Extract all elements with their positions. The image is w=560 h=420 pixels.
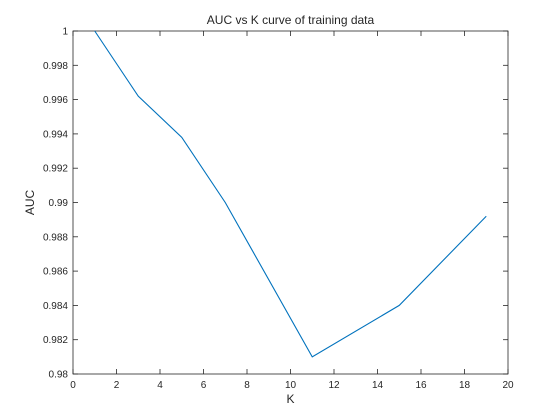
y-tick-label: 0.992	[43, 164, 68, 175]
y-tick-label: 0.996	[43, 95, 68, 106]
plot-area	[72, 30, 509, 375]
ticks: 0 2 4 6 8 10 12 14 16 18 20 0.98 0.982 0.984 0.986 0.98…	[43, 27, 514, 392]
y-tick-label: 0.99	[49, 198, 69, 209]
x-tick-label: 6	[201, 380, 207, 391]
y-tick-label: 0.998	[43, 61, 68, 72]
x-tick-label: 2	[114, 380, 120, 391]
x-tick-label: 8	[244, 380, 250, 391]
x-tick-label: 12	[328, 380, 340, 391]
series	[94, 30, 487, 358]
x-tick-label: 0	[70, 380, 76, 391]
x-tick-label: 20	[502, 380, 514, 391]
x-axis-label: K	[286, 392, 294, 406]
series-line	[94, 30, 487, 358]
y-axis-label: AUC	[23, 190, 37, 216]
y-tick-label: 0.98	[49, 370, 69, 381]
y-tick-label: 1	[62, 27, 68, 38]
x-tick-label: 4	[157, 380, 163, 391]
x-tick-label: 18	[459, 380, 471, 391]
y-tick-label: 0.994	[43, 129, 68, 140]
y-tick-label: 0.984	[43, 301, 68, 312]
y-tick-label: 0.986	[43, 267, 68, 278]
y-tick-label: 0.988	[43, 232, 68, 243]
chart-title: AUC vs K curve of training data	[207, 13, 375, 27]
x-tick-label: 16	[415, 380, 427, 391]
y-tick-label: 0.982	[43, 335, 68, 346]
x-tick-label: 10	[285, 380, 297, 391]
x-tick-label: 14	[372, 380, 384, 391]
